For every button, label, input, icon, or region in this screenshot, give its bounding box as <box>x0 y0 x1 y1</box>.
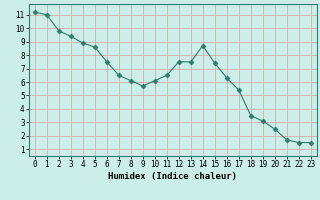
X-axis label: Humidex (Indice chaleur): Humidex (Indice chaleur) <box>108 172 237 181</box>
